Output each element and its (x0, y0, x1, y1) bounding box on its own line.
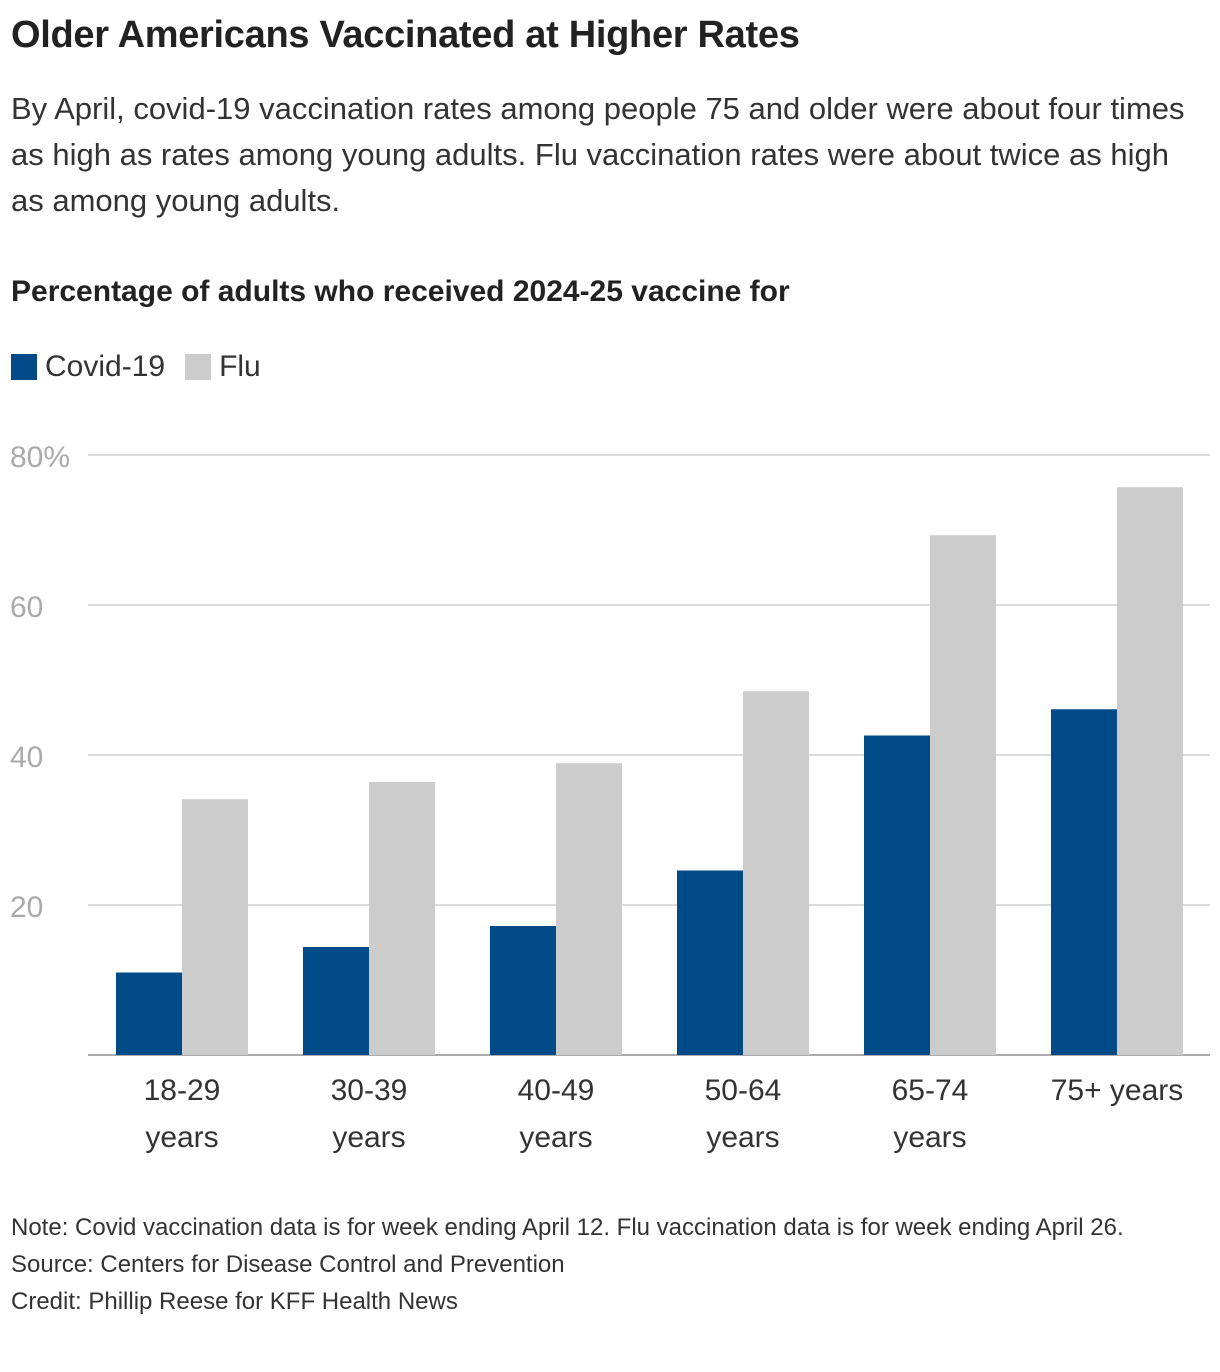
bar-covid-4 (864, 735, 930, 1055)
bar-flu-0 (182, 799, 248, 1055)
x-category-label: 40-49 years (518, 1074, 595, 1154)
x-category-label: 50-64 years (705, 1074, 782, 1154)
x-category-label-line: 40-49 (518, 1074, 595, 1107)
chart-subtitle: By April, covid-19 vaccination rates amo… (11, 91, 1185, 218)
legend-item-flu: Flu (185, 350, 261, 384)
bar-flu-3 (743, 691, 809, 1055)
x-category-label-line: years (706, 1121, 779, 1154)
x-category-label: 30-39 years (331, 1074, 408, 1154)
bar-flu-2 (556, 763, 622, 1055)
bar-flu-5 (1117, 487, 1183, 1055)
x-category-label-line: 75+ years (1051, 1074, 1184, 1107)
x-category-label-line: 65-74 (892, 1074, 969, 1107)
bar-covid-3 (677, 870, 743, 1055)
chart-title: Older Americans Vaccinated at Higher Rat… (11, 14, 800, 56)
legend-label-flu: Flu (219, 350, 261, 383)
credit-text: Credit: Phillip Reese for KFF Health New… (11, 1288, 458, 1315)
legend-label-covid: Covid-19 (45, 350, 166, 383)
legend-item-covid: Covid-19 (11, 350, 165, 384)
legend: Covid-19 Flu (11, 350, 281, 384)
x-category-label: 75+ years (1051, 1074, 1184, 1107)
y-tick-label: 60 (10, 591, 43, 624)
x-category-label-line: years (519, 1121, 592, 1154)
bar-covid-0 (116, 972, 182, 1055)
legend-swatch-flu (185, 354, 212, 380)
footnotes: Note: Covid vaccination data is for week… (11, 1209, 1206, 1320)
x-category-label: 18-29 years (144, 1074, 221, 1154)
x-category-label-line: years (332, 1121, 405, 1154)
x-category-label-line: years (145, 1121, 218, 1154)
y-tick-label: 20 (10, 891, 43, 924)
note-text: Note: Covid vaccination data is for week… (11, 1214, 1124, 1241)
source-text: Source: Centers for Disease Control and … (11, 1251, 565, 1278)
y-tick-label: 40 (10, 741, 43, 774)
x-category-label-line: 50-64 (705, 1074, 782, 1107)
x-category-label-line: years (893, 1121, 966, 1154)
chart-heading: Percentage of adults who received 2024-2… (11, 275, 790, 308)
x-category-label-line: 30-39 (331, 1074, 408, 1107)
x-category-label: 65-74 years (892, 1074, 969, 1154)
bar-covid-5 (1051, 709, 1117, 1055)
legend-swatch-covid (11, 354, 37, 380)
x-category-label-line: 18-29 (144, 1074, 221, 1107)
bar-flu-4 (930, 535, 996, 1055)
bar-covid-1 (303, 947, 369, 1055)
bar-flu-1 (369, 782, 435, 1055)
y-tick-label: 80% (10, 441, 70, 474)
bar-covid-2 (490, 926, 556, 1055)
